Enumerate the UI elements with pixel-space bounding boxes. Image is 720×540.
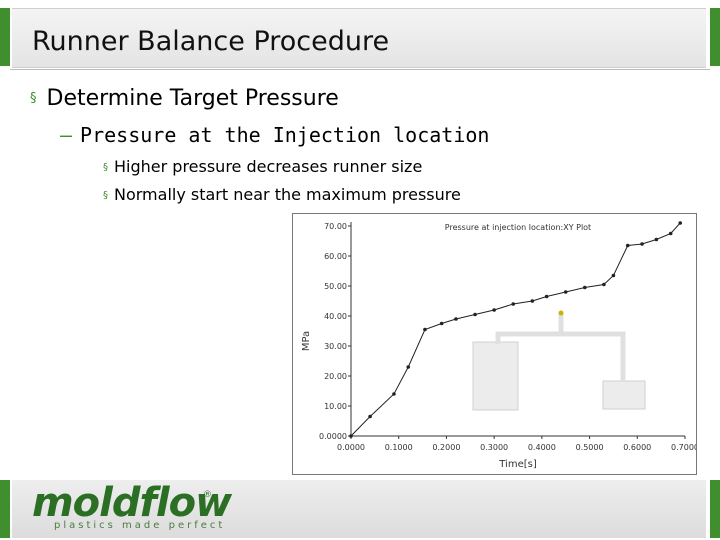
data-point bbox=[530, 299, 535, 303]
data-point bbox=[454, 317, 458, 321]
bullet-marker: § bbox=[103, 162, 108, 173]
data-point bbox=[439, 321, 444, 326]
data-point bbox=[668, 231, 673, 236]
y-tick-label: 60.00 bbox=[324, 252, 347, 261]
y-tick-label: 30.00 bbox=[324, 342, 347, 351]
y-tick-label: 40.00 bbox=[324, 312, 347, 321]
y-tick-label: 70.00 bbox=[324, 222, 347, 231]
logo-registered-mark: ® bbox=[203, 490, 212, 500]
data-point bbox=[368, 414, 372, 419]
bullet-level3-text: Higher pressure decreases runner size bbox=[114, 157, 423, 176]
bullet-level3: § Normally start near the maximum pressur… bbox=[103, 185, 461, 204]
x-tick-label: 0.5000 bbox=[576, 443, 604, 452]
bullet-marker: – bbox=[60, 123, 73, 147]
logo-tagline: plastics made perfect bbox=[54, 520, 226, 531]
x-tick-label: 0.4000 bbox=[528, 443, 556, 452]
part-model-cavity bbox=[602, 380, 646, 410]
data-point bbox=[583, 285, 587, 290]
data-point bbox=[423, 327, 427, 332]
title-bar bbox=[0, 0, 720, 70]
injection-point-marker bbox=[558, 310, 564, 316]
y-tick-label: 20.00 bbox=[324, 372, 347, 381]
bullet-level2-text: Pressure at the Injection location bbox=[80, 123, 490, 147]
data-point bbox=[611, 273, 616, 278]
data-point bbox=[654, 237, 659, 242]
accent-bar-left bbox=[0, 8, 10, 66]
data-point bbox=[473, 312, 477, 317]
chart-svg: 0.0000 10.00 20.00 30.00 40.00 50.00 60.00 70.0… bbox=[301, 221, 696, 470]
title-background bbox=[12, 8, 706, 68]
pressure-xy-plot: 0.0000 10.00 20.00 30.00 40.00 50.00 60.00 70.0… bbox=[292, 213, 697, 475]
accent-bar-left bbox=[0, 480, 10, 538]
x-tick-label: 0.0000 bbox=[337, 443, 365, 452]
title-divider bbox=[10, 69, 710, 70]
data-point bbox=[544, 294, 549, 299]
footer-background bbox=[12, 480, 706, 538]
accent-bar-right bbox=[710, 8, 720, 66]
data-point bbox=[406, 365, 411, 369]
data-point bbox=[563, 290, 568, 294]
y-axis-label: MPa bbox=[301, 331, 312, 351]
bullet-level3-text: Normally start near the maximum pressure bbox=[114, 185, 461, 204]
y-tick-label: 10.00 bbox=[324, 402, 347, 411]
moldflow-logo: moldflow bbox=[32, 480, 232, 526]
bullet-marker: § bbox=[103, 190, 108, 201]
x-tick-label: 0.3000 bbox=[480, 443, 508, 452]
slide-title: Runner Balance Procedure bbox=[32, 26, 390, 57]
bullet-level1-text: Determine Target Pressure bbox=[46, 86, 339, 111]
x-tick-label: 0.6000 bbox=[623, 443, 651, 452]
data-point bbox=[392, 392, 396, 396]
accent-bar-right bbox=[710, 480, 720, 538]
x-tick-label: 0.2000 bbox=[432, 443, 460, 452]
part-model-cavity bbox=[472, 341, 519, 411]
x-axis-label: Time[s] bbox=[498, 459, 537, 470]
bullet-level2: – Pressure at the Injection location bbox=[60, 123, 489, 147]
y-tick-label: 50.00 bbox=[324, 282, 347, 291]
x-tick-label: 0.7000 bbox=[671, 443, 696, 452]
data-point bbox=[625, 243, 630, 248]
bullet-level3: § Higher pressure decreases runner size bbox=[103, 157, 422, 176]
data-point bbox=[492, 308, 496, 312]
data-point bbox=[640, 242, 644, 246]
x-tick-label: 0.1000 bbox=[385, 443, 413, 452]
chart-title: Pressure at injection location:XY Plot bbox=[445, 223, 591, 232]
data-point bbox=[678, 221, 683, 225]
y-tick-label: 0.0000 bbox=[319, 432, 347, 441]
bullet-level1: § Determine Target Pressure bbox=[30, 86, 339, 111]
data-point bbox=[349, 434, 353, 438]
data-point bbox=[602, 282, 606, 287]
bullet-marker: § bbox=[30, 91, 37, 106]
data-point bbox=[511, 302, 516, 306]
footer-bar bbox=[0, 478, 720, 540]
